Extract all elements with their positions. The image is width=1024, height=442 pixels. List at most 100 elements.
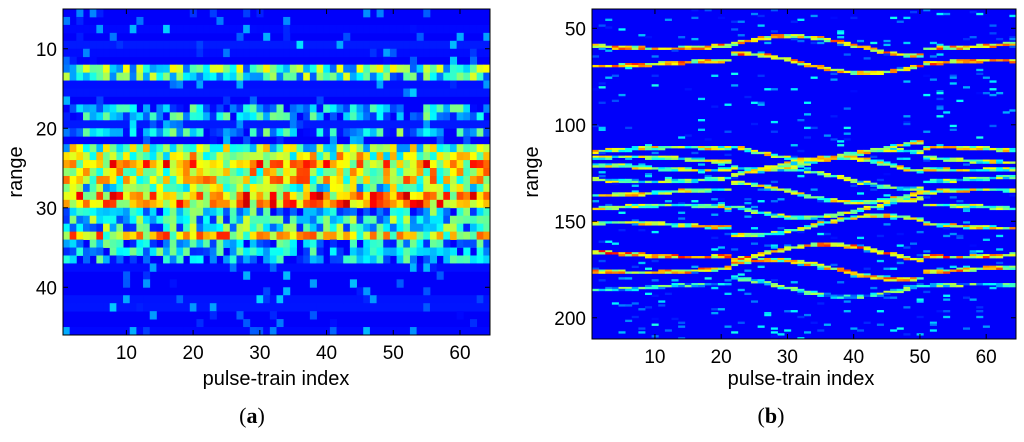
heatmap-cell [671, 256, 679, 259]
heatmap-cell [209, 223, 217, 233]
heatmap-cell [223, 191, 231, 201]
heatmap-cell [823, 173, 831, 176]
heatmap-cell [631, 165, 639, 168]
heatmap-cell [790, 157, 798, 160]
heatmap-cell [989, 267, 997, 270]
heatmap-cell [103, 215, 111, 225]
heatmap-cell [737, 277, 745, 280]
heatmap-cell [156, 327, 164, 336]
heatmap-cell [850, 43, 858, 47]
heatmap-cell [396, 327, 404, 336]
heatmap-cell [797, 36, 805, 39]
heatmap-cell [876, 184, 884, 187]
heatmap-cell [790, 155, 798, 158]
heatmap-cell [843, 132, 851, 135]
heatmap-cell [416, 215, 424, 225]
heatmap-cell [751, 209, 759, 213]
heatmap-cell [196, 72, 204, 81]
heatmap-cell [711, 43, 719, 47]
heatmap-cell [711, 308, 719, 311]
heatmap-cell [870, 182, 878, 186]
heatmap-cell [369, 263, 377, 272]
heatmap-cell [764, 213, 772, 216]
heatmap-cell [890, 70, 898, 74]
heatmap-cell [149, 168, 157, 177]
heatmap-cell [216, 295, 224, 304]
heatmap-cell [956, 169, 964, 172]
heatmap-cell [76, 303, 84, 312]
heatmap-cell [1009, 45, 1017, 48]
heatmap-cell [169, 263, 177, 272]
heatmap-cell [936, 167, 944, 170]
heatmap-cell [336, 160, 344, 169]
heatmap-cell [336, 247, 344, 256]
heatmap-cell [678, 337, 686, 340]
heatmap-cell [678, 256, 686, 259]
heatmap-cell [731, 182, 739, 186]
heatmap-cell [784, 167, 792, 170]
heatmap-cell [396, 88, 404, 97]
heatmap-cell [717, 188, 725, 191]
heatmap-cell [784, 59, 792, 62]
heatmap-cell [156, 215, 164, 225]
heatmap-cell [303, 128, 311, 137]
heatmap-cell [83, 152, 91, 161]
heatmap-cell [83, 327, 91, 336]
heatmap-cell [456, 152, 464, 161]
heatmap-cell [936, 180, 944, 184]
heatmap-cell [704, 138, 712, 141]
heatmap-cell [216, 88, 224, 97]
heatmap-cell [363, 24, 371, 34]
heatmap-cell [143, 231, 151, 240]
heatmap-cell [651, 230, 659, 234]
heatmap-cell [403, 40, 411, 50]
heatmap-cell [857, 192, 865, 195]
heatmap-cell [631, 147, 639, 151]
heatmap-cell [797, 192, 805, 195]
heatmap-cell [804, 126, 812, 130]
heatmap-cell [136, 239, 144, 248]
heatmap-cell [116, 144, 124, 153]
heatmap-cell [982, 147, 990, 151]
heatmap-cell [309, 80, 317, 89]
heatmap-cell [136, 191, 144, 201]
heatmap-cell [717, 167, 725, 170]
heatmap-cell [804, 64, 812, 68]
heatmap-cell [830, 296, 838, 299]
heatmap-cell [797, 165, 805, 168]
heatmap-cell [698, 284, 706, 288]
heatmap-cell [69, 128, 77, 137]
heatmap-cell [817, 292, 825, 296]
heatmap-cell [476, 255, 484, 264]
heatmap-cell [876, 207, 884, 211]
heatmap-cell [303, 168, 311, 177]
heatmap-cell [857, 70, 865, 74]
heatmap-cell [236, 207, 244, 217]
heatmap-cell [804, 196, 812, 199]
heatmap-cell [383, 120, 391, 129]
heatmap-cell [784, 34, 792, 37]
heatmap-cell [396, 128, 404, 137]
heatmap-cell [116, 72, 124, 81]
heatmap-cell [409, 183, 418, 193]
heatmap-cell [236, 48, 244, 58]
heatmap-cell [896, 167, 904, 170]
heatmap-cell [463, 48, 471, 58]
heatmap-cell [283, 160, 291, 169]
heatmap-cell [724, 325, 732, 328]
heatmap-cell [276, 104, 284, 113]
heatmap-cell [843, 70, 851, 74]
heatmap-cell [349, 80, 357, 89]
heatmap-cell [256, 88, 264, 97]
heatmap-cell [283, 215, 291, 225]
heatmap-cell [724, 45, 732, 48]
heatmap-cell [664, 18, 672, 21]
heatmap-cell [343, 88, 351, 97]
heatmap-cell [283, 72, 291, 81]
heatmap-cell [483, 120, 491, 129]
heatmap-cell [136, 223, 144, 233]
heatmap-cell [249, 104, 257, 113]
heatmap-cell [423, 128, 431, 137]
heatmap-cell [625, 126, 633, 130]
